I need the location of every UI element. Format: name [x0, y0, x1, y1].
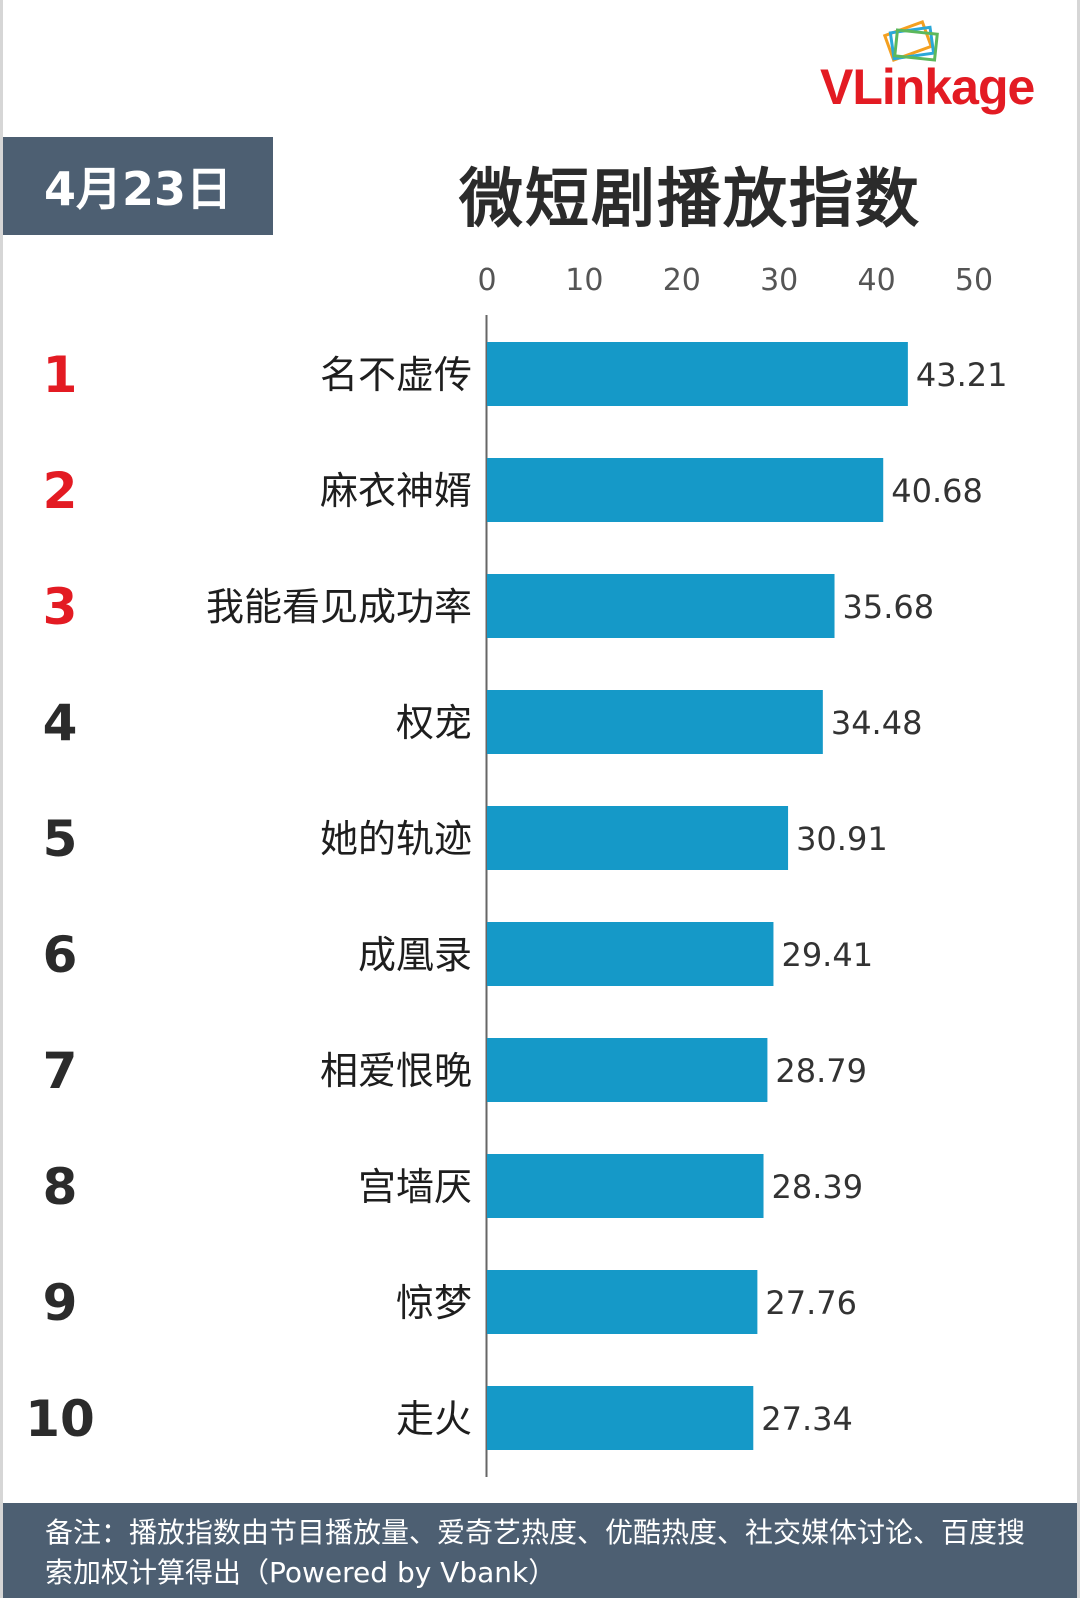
bar: [487, 1386, 754, 1450]
bar: [487, 806, 789, 870]
bar: [487, 922, 774, 986]
value-label: 29.41: [781, 936, 873, 974]
bar: [487, 574, 835, 638]
category-label: 名不虚传: [320, 353, 472, 397]
value-label: 34.48: [831, 704, 923, 742]
date-label: 4月23日: [43, 162, 233, 216]
category-label: 我能看见成功率: [206, 585, 472, 629]
value-label: 28.39: [772, 1168, 864, 1206]
category-label: 相爱恨晚: [320, 1049, 472, 1093]
value-label: 27.76: [765, 1284, 857, 1322]
category-label: 宫墙厌: [358, 1165, 472, 1209]
logo-frames-icon: [882, 20, 939, 62]
footer-note: 备注：播放指数由节目播放量、爱奇艺热度、优酷热度、社交媒体讨论、百度搜索加权计算…: [45, 1516, 1026, 1589]
rank-number: 9: [43, 1274, 78, 1332]
value-label: 43.21: [916, 356, 1008, 394]
bar: [487, 1038, 768, 1102]
x-tick-label: 0: [477, 263, 496, 298]
bar: [487, 1270, 758, 1334]
x-tick-label: 40: [858, 263, 896, 298]
x-tick-label: 20: [663, 263, 701, 298]
category-label: 她的轨迹: [320, 817, 472, 861]
date-badge: 4月23日: [3, 137, 273, 235]
brand-name: VLinkage: [820, 59, 1035, 115]
page-title: 微短剧播放指数: [459, 163, 921, 237]
rank-number: 2: [43, 462, 78, 520]
rank-number: 4: [43, 694, 78, 752]
rank-number: 8: [43, 1158, 78, 1216]
bar-chart: 0 10 20 30 40 50 1 名不虚传 43.21 2 麻衣神婿 40.68 3 我能看见成功率 3…: [25, 263, 1008, 1477]
rank-number: 1: [43, 346, 78, 404]
brand-logo: VLinkage: [820, 20, 1070, 120]
value-label: 28.79: [775, 1052, 867, 1090]
rank-number: 5: [43, 810, 78, 868]
rank-number: 3: [43, 578, 78, 636]
footer-note-panel: 备注：播放指数由节目播放量、爱奇艺热度、优酷热度、社交媒体讨论、百度搜索加权计算…: [3, 1503, 1077, 1598]
value-label: 35.68: [843, 588, 935, 626]
category-label: 权宠: [396, 701, 472, 745]
bar: [487, 1154, 764, 1218]
bar: [487, 342, 908, 406]
category-label: 走火: [396, 1397, 472, 1441]
bar: [487, 690, 823, 754]
rank-number: 6: [43, 926, 78, 984]
rank-number: 10: [25, 1390, 95, 1448]
value-label: 30.91: [796, 820, 888, 858]
category-label: 成凰录: [358, 933, 472, 977]
x-tick-label: 30: [760, 263, 798, 298]
value-label: 40.68: [891, 472, 983, 510]
rank-number: 7: [43, 1042, 78, 1100]
x-tick-label: 50: [955, 263, 993, 298]
category-label: 麻衣神婿: [320, 469, 472, 513]
x-tick-label: 10: [565, 263, 603, 298]
value-label: 27.34: [761, 1400, 853, 1438]
bar: [487, 458, 884, 522]
category-label: 惊梦: [396, 1281, 472, 1325]
